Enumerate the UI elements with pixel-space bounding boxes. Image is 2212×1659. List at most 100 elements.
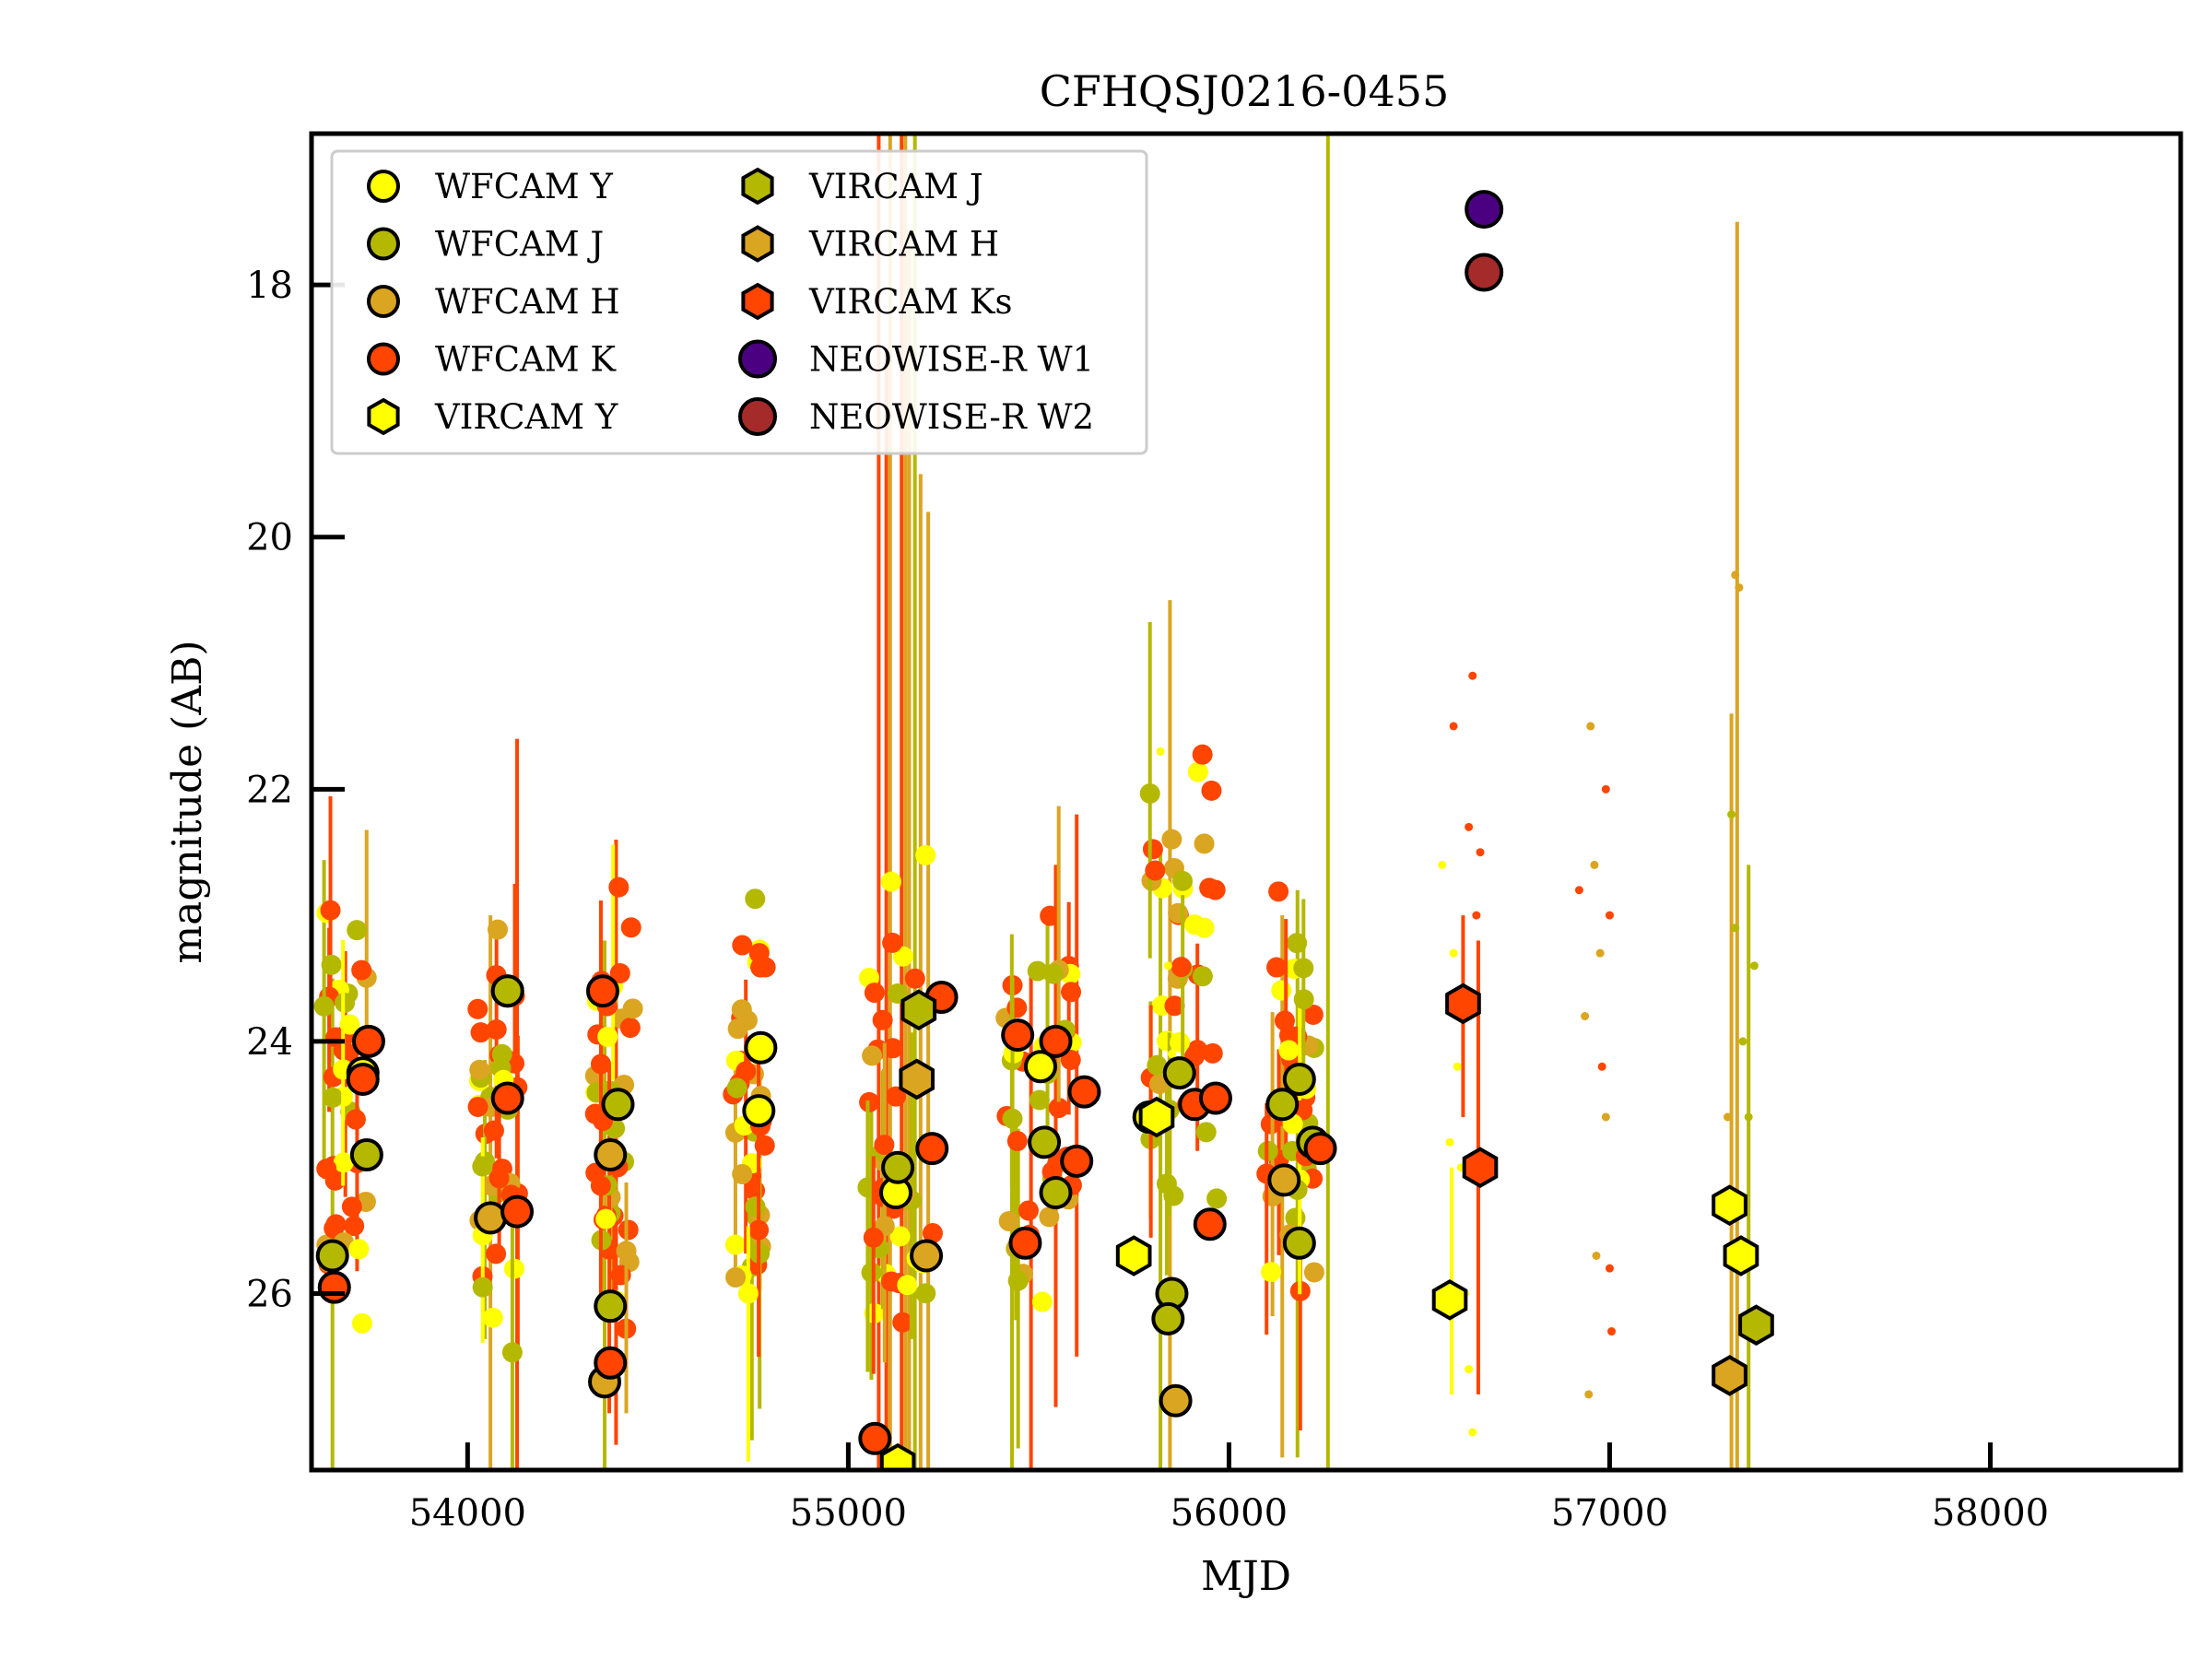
y-tick-label: 18	[246, 265, 293, 307]
x-tick-label: 57000	[1551, 1492, 1668, 1535]
legend-marker	[741, 167, 774, 206]
chart-title: CFHQSJ0216-0455	[1040, 66, 1450, 116]
cluster-point	[344, 1216, 365, 1237]
faint-point	[1597, 1062, 1606, 1071]
cluster-point	[864, 982, 885, 1004]
legend-label: VIRCAM Y	[434, 397, 618, 437]
cluster-point	[595, 1208, 617, 1230]
legend-marker	[741, 225, 774, 263]
point-wfcam-k	[1067, 1075, 1101, 1109]
point-wfcam-h	[594, 1138, 628, 1172]
point-wfcam-k	[585, 974, 619, 1008]
point-wfcam-k	[858, 1421, 892, 1455]
point-vircam-y	[1712, 1184, 1747, 1227]
legend-label: WFCAM Y	[435, 167, 613, 206]
cluster-point	[313, 995, 335, 1017]
point-wfcam-j	[1028, 1125, 1062, 1159]
cluster-point	[724, 1234, 746, 1255]
cluster-point	[862, 1045, 883, 1066]
cluster-point	[1261, 1262, 1282, 1283]
cluster-point	[1170, 1031, 1191, 1053]
point-wfcam-k	[1001, 1018, 1035, 1053]
cluster-point	[1293, 989, 1314, 1010]
faint-point	[1449, 722, 1458, 731]
point-wfcam-k	[594, 1346, 628, 1380]
legend-item: VIRCAM Ks	[741, 282, 1013, 322]
point-vircam-h	[899, 1058, 935, 1100]
point-wfcam-j	[594, 1289, 628, 1324]
faint-point	[1468, 671, 1477, 680]
point-vircam-y	[879, 1442, 916, 1470]
cluster-point	[874, 1135, 895, 1156]
cluster-point	[467, 1096, 488, 1117]
point-wfcam-j	[315, 1239, 349, 1273]
cluster-point	[892, 1312, 913, 1333]
point-wfcam-h	[910, 1239, 944, 1273]
faint-point	[1595, 948, 1605, 958]
legend-item: NEOWISE-R W2	[738, 397, 1094, 437]
legend-item: NEOWISE-R W1	[738, 339, 1094, 380]
cluster-point	[1139, 782, 1160, 804]
point-vircam-y	[1723, 1235, 1759, 1277]
cluster-point	[470, 1022, 491, 1043]
point-wfcam-y	[742, 1094, 776, 1128]
faint-point	[1167, 1050, 1176, 1059]
legend-label: NEOWISE-R W2	[809, 397, 1094, 437]
point-vircam-j	[1738, 1304, 1774, 1347]
cluster-point	[1029, 1089, 1050, 1111]
faint-point	[1744, 1112, 1753, 1122]
legend-label: VIRCAM Ks	[808, 282, 1013, 322]
point-vircam-j	[900, 989, 937, 1031]
point-wfcam-k	[1039, 1024, 1073, 1058]
cluster-point	[880, 871, 901, 892]
cluster-point	[486, 1018, 507, 1040]
cluster-point	[1168, 902, 1189, 924]
faint-point	[1574, 886, 1583, 895]
point-wfcam-j	[1039, 1176, 1073, 1210]
legend-item: VIRCAM Y	[367, 397, 618, 437]
faint-point	[1472, 911, 1481, 920]
point-wfcam-h	[1159, 1383, 1193, 1418]
cluster-point	[1278, 1040, 1300, 1061]
cluster-point	[861, 1262, 882, 1283]
faint-point	[1601, 1112, 1610, 1122]
cluster-point	[745, 888, 766, 910]
cluster-point	[1202, 1042, 1223, 1064]
cluster-point	[748, 943, 770, 964]
cluster-point	[488, 1168, 510, 1189]
cluster-point	[1027, 960, 1048, 982]
y-axis-label: magnitude (AB)	[164, 640, 211, 963]
point-vircam-h	[1712, 1355, 1747, 1396]
cluster-point	[472, 1156, 493, 1177]
cluster-point	[1006, 997, 1028, 1018]
legend-marker	[741, 282, 774, 321]
cluster-point	[1006, 1131, 1028, 1152]
cluster-point	[351, 1312, 372, 1334]
cluster-point	[590, 1175, 611, 1196]
point-wfcam-j	[1282, 1062, 1316, 1096]
legend-marker	[367, 170, 400, 203]
cluster-point	[1002, 1108, 1023, 1129]
cluster-point	[1060, 1049, 1081, 1070]
point-vircam-y	[1115, 1235, 1152, 1277]
cluster-point	[1172, 870, 1194, 891]
legend-item: WFCAM K	[367, 340, 617, 380]
cluster-point	[469, 1059, 490, 1080]
legend-label: WFCAM H	[435, 282, 620, 322]
point-wfcam-k	[915, 1132, 949, 1166]
cluster-point	[1274, 1010, 1295, 1031]
point-wfcam-k	[351, 1024, 385, 1058]
cluster-point	[1048, 1098, 1069, 1119]
cluster-point	[886, 1086, 907, 1107]
cluster-point	[881, 1271, 902, 1292]
cluster-point	[320, 900, 341, 921]
cluster-point	[1040, 905, 1061, 926]
cluster-point	[472, 1277, 493, 1298]
cluster-point	[351, 959, 372, 981]
faint-point	[1590, 860, 1599, 869]
cluster-point	[1192, 966, 1213, 987]
faint-point	[1723, 1112, 1732, 1122]
point-wfcam-j	[601, 1088, 635, 1122]
cluster-point	[748, 1219, 770, 1241]
